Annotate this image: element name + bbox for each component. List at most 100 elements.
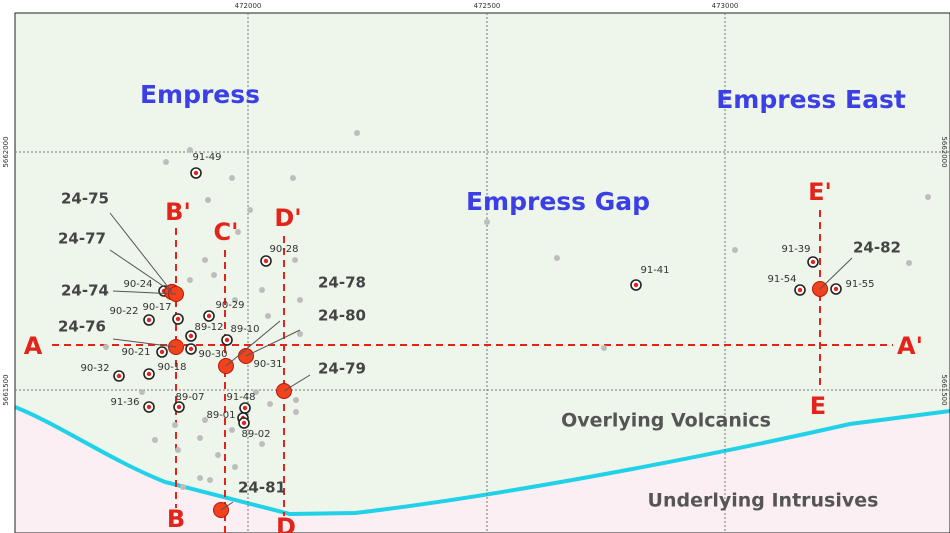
leader-line [819,257,853,290]
sample-point [229,175,235,181]
sample-point [906,260,912,266]
new-hole-label: 24-81 [238,479,286,497]
area-label: Empress East [716,85,906,114]
historic-hole-center [146,371,152,377]
historic-hole-center [193,170,199,176]
historic-hole-label: 91-36 [110,397,139,408]
leader-line [225,320,281,367]
historic-hole-center [242,405,248,411]
historic-hole-center [263,258,269,264]
leader-line [245,329,301,357]
leader-line [220,501,234,511]
sample-point [297,297,303,303]
historic-hole-label: 91-41 [640,265,669,276]
contact-line [14,405,950,517]
sample-point [163,159,169,165]
historic-hole-center [146,404,152,410]
sample-point [354,130,360,136]
historic-hole-label: 90-32 [80,363,109,374]
sample-point [297,331,303,337]
sample-point [484,219,490,225]
sample-point [187,277,193,283]
historic-hole-label: 91-49 [192,152,221,163]
new-hole-label: 24-78 [318,274,366,292]
section-label: B' [165,198,191,226]
sample-point [292,257,298,263]
sample-point [267,401,273,407]
sample-points [103,130,931,518]
area-label: Empress [140,80,260,109]
new-hole-label: 24-74 [61,282,109,300]
sample-point [197,435,203,441]
historic-hole-center [146,317,152,323]
section-label: B [167,505,185,533]
new-hole-label: 24-75 [61,190,109,208]
sample-point [232,297,238,303]
map-frame [14,12,950,533]
historic-hole-label: 89-12 [194,322,223,333]
sample-point [925,194,931,200]
historic-hole-label: 91-39 [781,244,810,255]
section-label: D [276,513,296,533]
historic-hole-label: 89-10 [230,324,259,335]
section-label: E [810,392,826,420]
historic-hole-label: 90-17 [142,302,171,313]
sample-point [172,422,178,428]
area-label: Empress Gap [466,187,650,216]
historic-hole-label: 91-55 [845,279,874,290]
sample-point [187,147,193,153]
new-hole-label: 24-80 [318,307,366,325]
historic-hole-label: 89-01 [206,410,235,421]
sample-point [247,207,253,213]
historic-hole-center [188,333,194,339]
sample-point [290,175,296,181]
section-label: E' [808,178,832,206]
historic-hole-center [833,286,839,292]
sample-point [732,247,738,253]
easting-label: 472000 [235,2,262,10]
sample-point [202,417,208,423]
northing-label: 5662000 [2,136,10,167]
historic-hole-center [159,349,165,355]
leader-line [283,374,311,392]
unit-label: Underlying Intrusives [648,490,879,512]
sample-point [232,464,238,470]
sample-point [202,257,208,263]
historic-hole-center [241,420,247,426]
sample-point [293,397,299,403]
section-lines [52,210,893,533]
historic-hole-label: 91-48 [226,392,255,403]
grid [15,13,950,533]
intrusive-zone [15,407,950,533]
new-hole-label: 24-76 [58,318,106,336]
unit-label: Overlying Volcanics [561,410,771,432]
historic-hole-center [810,259,816,265]
new-hole-label: 24-82 [853,239,901,257]
sample-point [259,441,265,447]
historic-hole-label: 89-07 [175,392,204,403]
historic-hole-label: 89-02 [241,429,270,440]
sample-point [235,229,241,235]
section-label: A [24,332,43,360]
sample-point [229,427,235,433]
leader-line [112,290,177,295]
leader-line [109,212,173,293]
section-label: D' [274,204,301,232]
easting-label: 473000 [712,2,739,10]
historic-hole-label: 90-28 [269,244,298,255]
northing-label: 5661500 [940,374,948,405]
sample-point [215,452,221,458]
historic-hole-center [175,316,181,322]
section-label: C' [214,218,239,246]
sample-point [265,313,271,319]
leader-line [109,249,173,293]
sample-point [205,197,211,203]
section-label: A' [897,332,923,360]
historic-hole-center [176,404,182,410]
sample-point [211,272,217,278]
historic-hole-label: 90-30 [198,349,227,360]
sample-point [259,287,265,293]
historic-hole-center [633,282,639,288]
